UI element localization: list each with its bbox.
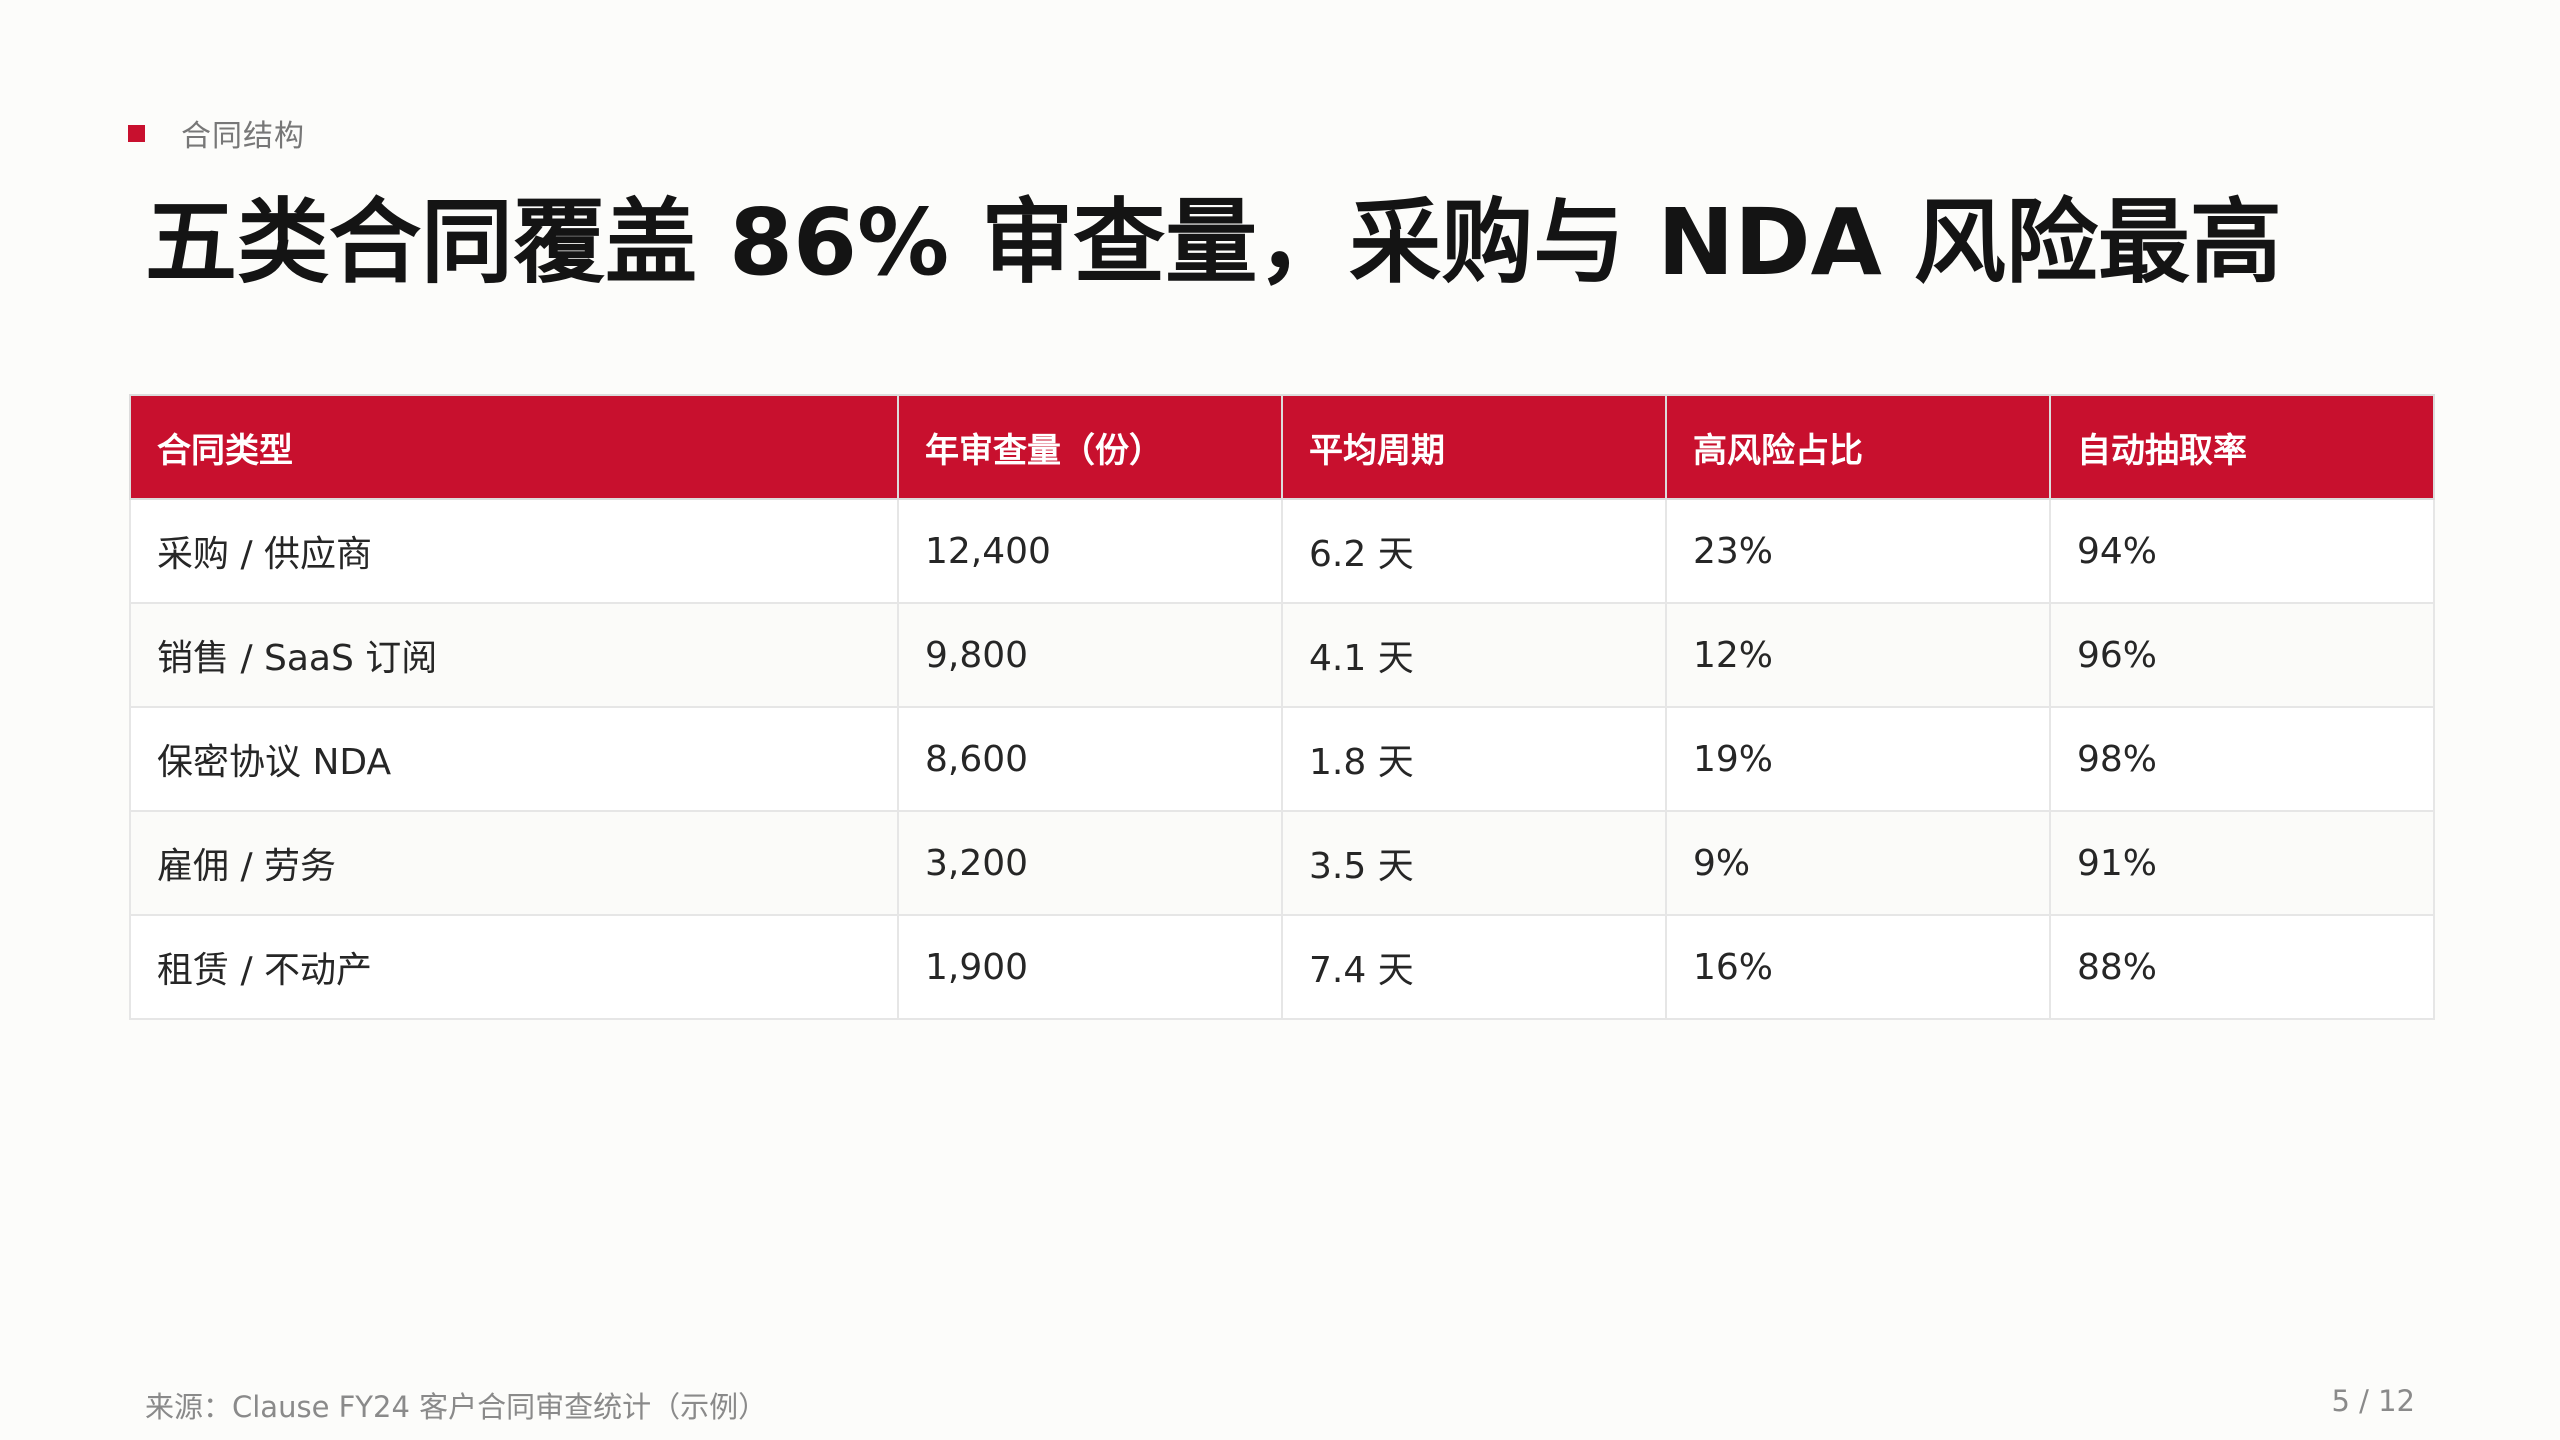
cell-risk: 19%: [1665, 706, 2051, 812]
cell-cycle: 6.2 天: [1281, 498, 1667, 604]
cell-volume: 1,900: [897, 914, 1283, 1020]
cell-extract: 88%: [2049, 914, 2435, 1020]
table-header-row: 合同类型 年审查量（份） 平均周期 高风险占比 自动抽取率: [129, 394, 2435, 500]
cell-volume: 3,200: [897, 810, 1283, 916]
cell-type: 保密协议 NDA: [129, 706, 899, 812]
cell-cycle: 4.1 天: [1281, 602, 1667, 708]
cell-cycle: 1.8 天: [1281, 706, 1667, 812]
header-annual-volume: 年审查量（份）: [897, 394, 1283, 500]
header-auto-extract-rate: 自动抽取率: [2049, 394, 2435, 500]
cell-volume: 9,800: [897, 602, 1283, 708]
source-note: 来源：Clause FY24 客户合同审查统计（示例）: [145, 1390, 768, 1424]
cell-risk: 9%: [1665, 810, 2051, 916]
table-row: 采购 / 供应商 12,400 6.2 天 23% 94%: [129, 498, 2435, 604]
cell-cycle: 3.5 天: [1281, 810, 1667, 916]
table-row: 保密协议 NDA 8,600 1.8 天 19% 98%: [129, 706, 2435, 812]
contract-table: 合同类型 年审查量（份） 平均周期 高风险占比 自动抽取率 采购 / 供应商 1…: [129, 394, 2435, 1020]
section-eyebrow: 合同结构: [128, 111, 305, 155]
cell-risk: 16%: [1665, 914, 2051, 1020]
header-high-risk-ratio: 高风险占比: [1665, 394, 2051, 500]
table-row: 租赁 / 不动产 1,900 7.4 天 16% 88%: [129, 914, 2435, 1020]
cell-cycle: 7.4 天: [1281, 914, 1667, 1020]
table-row: 销售 / SaaS 订阅 9,800 4.1 天 12% 96%: [129, 602, 2435, 708]
cell-extract: 91%: [2049, 810, 2435, 916]
cell-extract: 94%: [2049, 498, 2435, 604]
accent-square: [128, 124, 145, 142]
header-avg-cycle: 平均周期: [1281, 394, 1667, 500]
page-number: 5 / 12: [2331, 1384, 2415, 1418]
cell-type: 雇佣 / 劳务: [129, 810, 899, 916]
cell-extract: 96%: [2049, 602, 2435, 708]
header-contract-type: 合同类型: [129, 394, 899, 500]
section-label: 合同结构: [181, 119, 305, 154]
cell-volume: 8,600: [897, 706, 1283, 812]
cell-risk: 23%: [1665, 498, 2051, 604]
cell-type: 销售 / SaaS 订阅: [129, 602, 899, 708]
slide-title: 五类合同覆盖 86% 审查量，采购与 NDA 风险最高: [145, 189, 2282, 296]
cell-type: 租赁 / 不动产: [129, 914, 899, 1020]
table-row: 雇佣 / 劳务 3,200 3.5 天 9% 91%: [129, 810, 2435, 916]
cell-extract: 98%: [2049, 706, 2435, 812]
cell-type: 采购 / 供应商: [129, 498, 899, 604]
cell-volume: 12,400: [897, 498, 1283, 604]
cell-risk: 12%: [1665, 602, 2051, 708]
